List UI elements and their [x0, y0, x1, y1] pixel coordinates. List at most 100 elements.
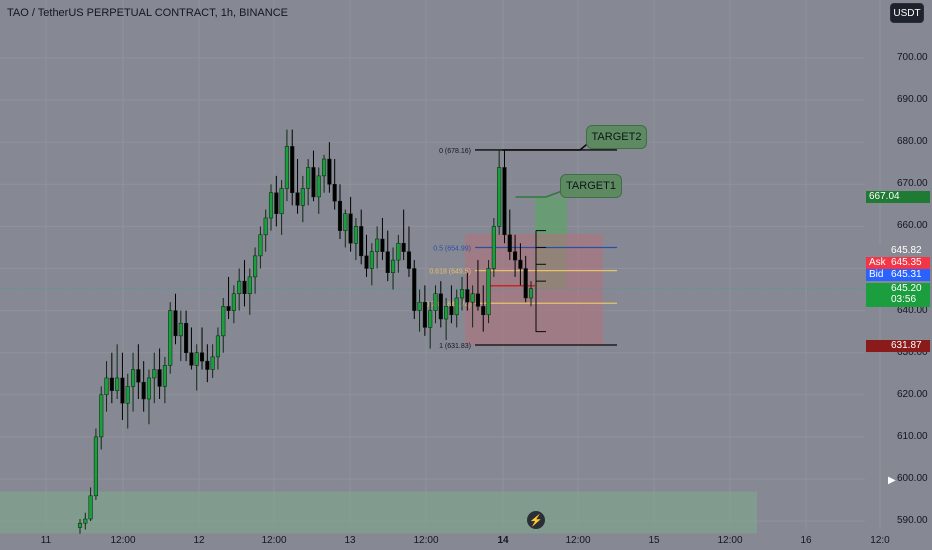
price-axis-label: 590.00 [897, 515, 928, 527]
price-axis-label: 610.00 [897, 430, 928, 442]
candle-body [332, 184, 337, 202]
candle-body [146, 377, 152, 400]
candle-body [93, 436, 98, 497]
candle-body [226, 306, 231, 311]
price-axis-label: 600.00 [897, 473, 928, 484]
scroll-right-icon[interactable]: ▶ [888, 475, 896, 486]
candle-body [221, 306, 226, 337]
candle-body [242, 280, 247, 295]
candle-body [497, 167, 502, 227]
candle-body [136, 369, 141, 383]
candle-body [205, 360, 210, 370]
time-axis-label: 16 [800, 535, 812, 546]
fib-level-label: 1 (631.83) [439, 343, 471, 350]
candle-body [364, 255, 369, 269]
price-axis-label: 640.00 [897, 304, 928, 316]
candle-body [295, 192, 300, 206]
target1-connector [515, 190, 563, 198]
candle-body [237, 280, 242, 295]
bar-countdown: 03:56 [891, 294, 917, 305]
candle-body [109, 377, 114, 391]
bid-label: Bid [869, 269, 884, 280]
candle-body [465, 289, 470, 303]
candle-body [258, 234, 263, 257]
candle-body [210, 356, 215, 370]
stop-zone [465, 233, 603, 345]
candle-body [412, 268, 417, 311]
price-axis-label: 630.00 [897, 346, 928, 358]
currency-button[interactable]: USDT [890, 3, 924, 23]
candle-body [141, 381, 146, 400]
candle-body [444, 306, 449, 320]
fib-level-label: 0.786 (641.74) [425, 301, 471, 308]
candle-body [417, 301, 422, 311]
candle-body [184, 322, 189, 353]
fib-level-label: 0 (678.16) [439, 148, 471, 155]
price-axis-label: 700.00 [897, 52, 928, 63]
candle-body [157, 369, 162, 387]
price-axis-label: 620.00 [897, 388, 928, 400]
candle-body [178, 322, 183, 337]
candle-body [502, 167, 507, 236]
last-price-tag: 645.82 [866, 245, 930, 257]
candle-body [353, 226, 358, 244]
price-axis-label: 660.00 [897, 220, 928, 232]
fib-level-label: 0.618 (649.5) [429, 269, 471, 276]
candle-body [322, 158, 327, 177]
target-price-tag: 667.04 [866, 191, 930, 203]
candle-body [231, 293, 236, 311]
fib-level-label: 0.5 (654.99) [433, 245, 471, 252]
price-axis-label: 680.00 [897, 136, 928, 148]
candle-body [348, 213, 353, 244]
candle-body [162, 365, 167, 387]
candle-body [523, 268, 528, 299]
candle-body [401, 242, 406, 252]
candle-body [268, 192, 274, 219]
candle-body [343, 213, 348, 231]
candle-body [337, 200, 343, 231]
target2-callout[interactable]: TARGET2 [586, 125, 647, 149]
candle-body [470, 293, 475, 303]
candle-body [438, 293, 443, 320]
time-axis-label: 12 [193, 535, 205, 546]
candle-body [528, 288, 534, 299]
candle-body [454, 297, 459, 316]
candle-body [199, 352, 205, 362]
time-axis-label: 12:00 [717, 535, 743, 546]
candle-body [215, 335, 221, 358]
candle-body [327, 158, 332, 185]
candle-body [375, 238, 380, 252]
bid-value: 645.31 [891, 269, 922, 280]
price-axis-label: 690.00 [897, 94, 928, 106]
current-price-tag: 645.20 03:56 [866, 283, 930, 307]
low-level-tag: 631.87 [866, 340, 930, 352]
candle-body [433, 293, 438, 311]
time-axis-label: 12:00 [261, 535, 287, 546]
time-axis-label: 11 [40, 535, 52, 546]
candle-body [306, 167, 311, 189]
projection-bracket [535, 230, 546, 333]
price-axis-label: 670.00 [897, 178, 928, 190]
candle-body [88, 495, 93, 520]
time-axis-label: 12:0 [870, 535, 890, 546]
candle-body [253, 255, 258, 278]
candle-body [152, 369, 157, 379]
candle-body [385, 251, 390, 273]
candle-body [475, 293, 480, 307]
candle-body [406, 251, 412, 269]
ask-value: 645.35 [891, 257, 922, 268]
candle-body [168, 310, 173, 366]
candle-body [380, 238, 385, 252]
candle-body [311, 167, 316, 198]
lightning-icon[interactable]: ⚡ [527, 511, 545, 529]
candle-body [263, 217, 268, 236]
candle-body [449, 306, 454, 316]
time-axis-label: 12:00 [110, 535, 136, 546]
ask-price-tag: Ask 645.35 [866, 257, 930, 269]
candle-body [120, 377, 125, 404]
candle-body [77, 522, 83, 528]
target1-callout[interactable]: TARGET1 [560, 174, 622, 198]
time-axis-label: 13 [344, 535, 356, 546]
candle-body [359, 226, 364, 257]
